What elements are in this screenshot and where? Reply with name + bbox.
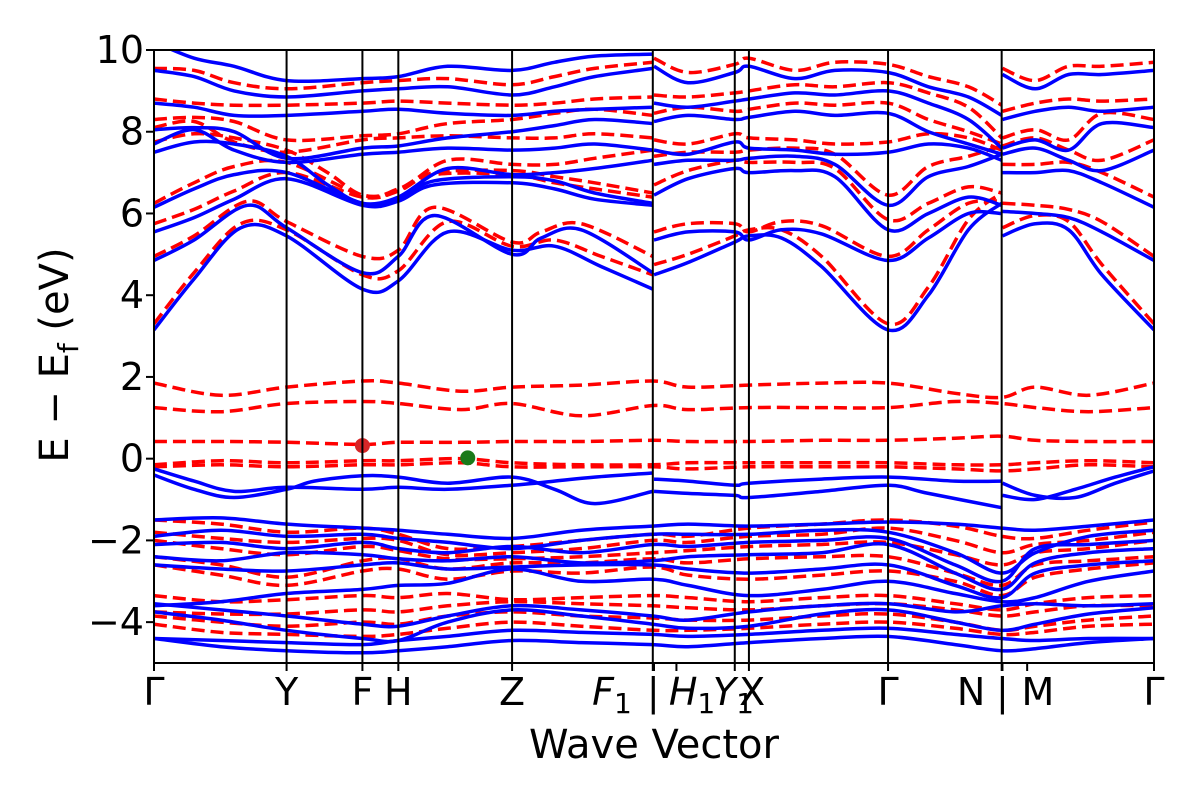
red-dashed-band-21 [154,95,653,108]
x-tick-label: M [1021,670,1054,714]
blue-solid-band-25 [168,50,653,84]
red-dashed-band-18 [154,131,654,199]
x-axis-title: Wave Vector [529,722,780,768]
red-dashed-band-32 [1002,201,1154,258]
red-dashed-band-31 [1001,213,1154,325]
red-dashed-band-30 [653,56,1003,107]
x-tick-label: H [384,670,413,714]
blue-solid-band-29 [653,152,1003,208]
red-dashed-band-11 [154,599,1154,618]
blue-solid-band-32 [653,88,1003,150]
x-tick-label: | [647,670,660,715]
blue-solid-band-16 [154,222,654,331]
blue-solid-band-28 [653,166,1003,233]
blue-solid-band-33 [653,64,1003,117]
red-dashed-band-36 [1002,97,1154,113]
red-dashed-band-24 [653,198,1002,259]
red-dashed-band-7 [154,538,1154,567]
red-dashed-band-1 [154,399,1154,418]
point-marker-1 [460,450,476,466]
blue-solid-band-2 [653,475,1002,488]
blue-solid-band-36 [1002,168,1154,209]
blue-solid-band-31 [653,109,1003,156]
red-dashed-band-37 [1001,60,1154,83]
x-tick-label: F1 [592,670,632,720]
y-tick-label: −4 [88,600,144,644]
x-tick-label: Y [274,670,299,714]
y-tick-label: 10 [96,28,144,72]
y-tick-label: 2 [120,355,144,399]
x-tick-label: N [957,670,985,714]
red-dashed-band-26 [653,144,1003,197]
red-dashed-band-6 [154,526,1154,558]
blue-solid-band-40 [1001,68,1154,91]
y-tick-label: −2 [88,518,144,562]
x-tick-label: Z [499,670,525,714]
blue-solid-band-17 [154,203,654,276]
y-axis-title: E − Ef (eV) [32,247,85,462]
blue-solid-band-5 [1002,465,1154,502]
blue-solid-band-35 [1002,209,1154,263]
red-dashed-band-33 [1002,160,1154,199]
blue-solid-band-20 [154,139,654,206]
y-axis-title-main: E − E [32,353,78,463]
x-tick-label: Y1 [713,670,754,720]
y-tick-label: 0 [120,437,144,481]
blue-solid-band-0 [154,473,654,506]
plot-area [154,50,1154,655]
blue-solid-band-23 [154,101,653,118]
blue-solid-band-38 [1002,120,1154,153]
blue-solid-band-3 [653,483,1003,510]
blue-solid-band-26 [653,201,1003,333]
red-dashed-band-23 [653,191,1003,327]
red-dashed-band-0 [154,379,1154,400]
red-dashed-band-10 [154,591,1154,612]
y-axis-title-sub: f [52,342,85,353]
x-tick-label: H1 [669,670,715,720]
red-dashed-band-28 [653,100,1003,146]
axes [153,49,1155,664]
blue-solid-band-37 [1002,146,1154,173]
red-dashed-band-2 [154,434,1154,447]
y-tick-label: 6 [120,191,144,235]
blue-solid-band-34 [1001,221,1154,332]
blue-solid-band-1 [154,467,653,494]
y-axis-ticks: −4 −2 0 2 4 6 8 10 [88,28,154,644]
blue-solid-band-39 [1002,105,1154,122]
red-dashed-band-29 [653,80,1003,140]
red-dashed-band-25 [653,158,1003,223]
x-tick-label: Γ [1143,670,1164,714]
x-tick-label: X [739,670,765,714]
x-tick-label: Γ [877,670,898,714]
x-tick-label: | [996,670,1009,715]
red-dashed-band-27 [653,131,1003,152]
y-axis-title-unit: (eV) [32,247,78,343]
red-dashed-band-35 [1002,110,1154,142]
blue-solid-band-30 [653,140,1003,162]
x-tick-label: F [351,670,373,714]
blue-solid-band-13 [154,606,1154,644]
y-tick-label: 4 [120,273,144,317]
blue-solid-band-27 [653,209,1002,263]
red-dashed-band-3 [154,456,1154,467]
y-tick-label: 8 [120,110,144,154]
red-dashed-band-17 [154,158,654,205]
x-tick-label: Γ [143,670,164,714]
blue-solid-band-4 [1001,469,1154,501]
